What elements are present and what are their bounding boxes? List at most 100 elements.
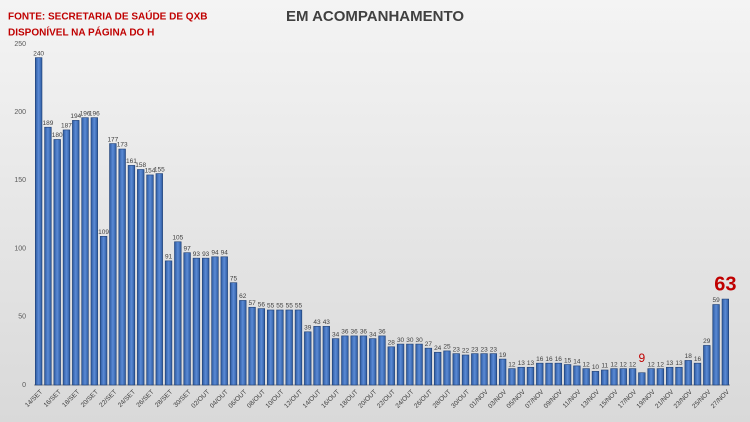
bar bbox=[712, 304, 720, 386]
data-label: 194 bbox=[70, 113, 81, 120]
data-label: 13 bbox=[675, 360, 683, 367]
data-label: 43 bbox=[323, 319, 331, 326]
bar bbox=[34, 57, 43, 386]
data-label: 57 bbox=[248, 300, 256, 307]
bar bbox=[601, 369, 609, 386]
bar bbox=[378, 335, 386, 386]
bar bbox=[331, 338, 340, 386]
data-label: 93 bbox=[193, 251, 201, 258]
data-label: 187 bbox=[61, 123, 72, 130]
data-label: 13 bbox=[518, 360, 526, 367]
bar bbox=[220, 256, 228, 386]
data-label: 105 bbox=[172, 234, 183, 241]
bar bbox=[313, 326, 321, 386]
bar bbox=[359, 335, 368, 386]
bar bbox=[192, 257, 201, 386]
data-label: 55 bbox=[267, 303, 275, 310]
bar bbox=[489, 353, 498, 386]
data-label: 14 bbox=[573, 359, 581, 366]
bar bbox=[202, 257, 210, 386]
bar bbox=[72, 120, 80, 386]
bar bbox=[127, 165, 136, 386]
chart-title: EM ACOMPANHAMENTO bbox=[286, 8, 464, 25]
bar bbox=[647, 368, 655, 386]
data-label: 25 bbox=[443, 344, 451, 351]
bar bbox=[369, 338, 377, 386]
data-label: 12 bbox=[629, 361, 637, 368]
data-label: 63 bbox=[714, 273, 736, 295]
data-label: 9 bbox=[638, 351, 645, 365]
bar bbox=[619, 368, 627, 386]
data-label: 16 bbox=[536, 356, 544, 363]
bar bbox=[693, 362, 702, 386]
data-label: 36 bbox=[341, 329, 349, 336]
bar bbox=[582, 368, 590, 386]
bar bbox=[508, 368, 516, 386]
bar bbox=[322, 326, 330, 386]
bar bbox=[294, 309, 303, 386]
data-label: 55 bbox=[276, 303, 284, 310]
bar bbox=[526, 366, 535, 386]
data-label: 29 bbox=[703, 338, 711, 345]
bar bbox=[452, 353, 460, 386]
data-label: 30 bbox=[416, 337, 424, 344]
bar bbox=[703, 345, 711, 386]
bar bbox=[638, 372, 646, 386]
data-label: 56 bbox=[258, 301, 266, 308]
data-label: 240 bbox=[33, 50, 44, 57]
bar bbox=[276, 309, 284, 386]
bar bbox=[573, 365, 581, 386]
data-label: 30 bbox=[397, 337, 405, 344]
data-label: 62 bbox=[239, 293, 247, 300]
bar bbox=[109, 143, 117, 386]
y-tick-label: 250 bbox=[14, 41, 26, 48]
y-tick-label: 100 bbox=[14, 245, 26, 252]
data-label: 23 bbox=[490, 346, 498, 353]
bar bbox=[591, 371, 600, 386]
bar bbox=[480, 353, 488, 386]
data-label: 55 bbox=[295, 303, 303, 310]
data-label: 30 bbox=[406, 337, 414, 344]
data-label: 158 bbox=[135, 162, 146, 169]
bar bbox=[229, 282, 238, 386]
bar bbox=[684, 360, 692, 386]
data-label: 55 bbox=[286, 303, 294, 310]
bar bbox=[248, 306, 256, 386]
bar bbox=[563, 364, 572, 386]
data-label: 16 bbox=[694, 356, 702, 363]
data-label: 196 bbox=[80, 110, 91, 117]
source-line: FONTE: SECRETARIA DE SAÚDE DE QXB bbox=[8, 10, 207, 23]
data-label: 59 bbox=[712, 297, 720, 304]
data-label: 36 bbox=[351, 329, 359, 336]
data-label: 93 bbox=[202, 251, 210, 258]
data-label: 97 bbox=[184, 245, 192, 252]
data-label: 154 bbox=[145, 168, 156, 175]
y-tick-label: 0 bbox=[22, 382, 26, 389]
bar bbox=[471, 353, 479, 386]
data-label: 189 bbox=[42, 120, 53, 127]
data-label: 12 bbox=[620, 361, 628, 368]
data-label: 16 bbox=[555, 356, 563, 363]
bar bbox=[90, 117, 98, 386]
bar bbox=[666, 366, 674, 386]
data-label: 23 bbox=[471, 346, 479, 353]
data-label: 155 bbox=[154, 166, 165, 173]
bar bbox=[137, 169, 145, 386]
bar bbox=[415, 343, 423, 386]
bar bbox=[211, 256, 219, 386]
data-label: 177 bbox=[107, 136, 118, 143]
data-label: 12 bbox=[648, 361, 656, 368]
source-line: DISPONÍVEL NA PÁGINA DO H bbox=[8, 26, 154, 39]
bar bbox=[174, 241, 182, 386]
data-label: 28 bbox=[388, 340, 396, 347]
data-label: 34 bbox=[332, 331, 340, 338]
data-label: 24 bbox=[434, 345, 442, 352]
bar bbox=[99, 236, 108, 386]
bar bbox=[239, 300, 247, 386]
data-label: 94 bbox=[211, 250, 219, 257]
data-label: 23 bbox=[453, 346, 461, 353]
data-label: 15 bbox=[564, 357, 572, 364]
bar bbox=[545, 362, 553, 386]
bar bbox=[304, 331, 312, 386]
